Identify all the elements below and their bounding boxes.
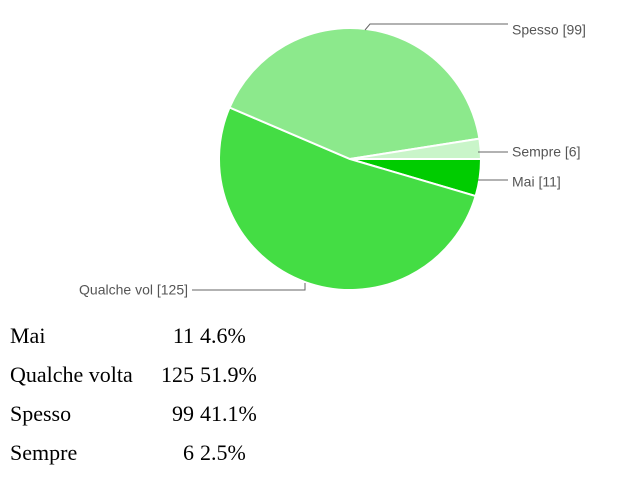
row-percent: 51.9% (200, 362, 257, 387)
pie-slice (349, 137, 483, 160)
pie-slice (218, 106, 477, 291)
row-count: 99 (172, 401, 194, 426)
row-name: Sempre (10, 440, 77, 465)
slice-label: Qualche vol [125] (79, 282, 188, 298)
row-name: Mai (10, 323, 45, 348)
row-percent: 41.1% (200, 401, 257, 426)
row-name: Qualche volta (10, 362, 133, 387)
row-name: Spesso (10, 401, 71, 426)
slice-label: Sempre [6] (512, 144, 580, 160)
row-percent: 4.6% (200, 323, 246, 348)
slice-label: Spesso [99] (512, 22, 586, 38)
row-count: 125 (161, 362, 194, 387)
row-count: 6 (183, 440, 194, 465)
row-percent: 2.5% (200, 440, 246, 465)
leader-line (192, 283, 306, 291)
slice-label: Mai [11] (512, 174, 561, 190)
row-count: 11 (173, 323, 194, 348)
leader-line (364, 23, 508, 31)
